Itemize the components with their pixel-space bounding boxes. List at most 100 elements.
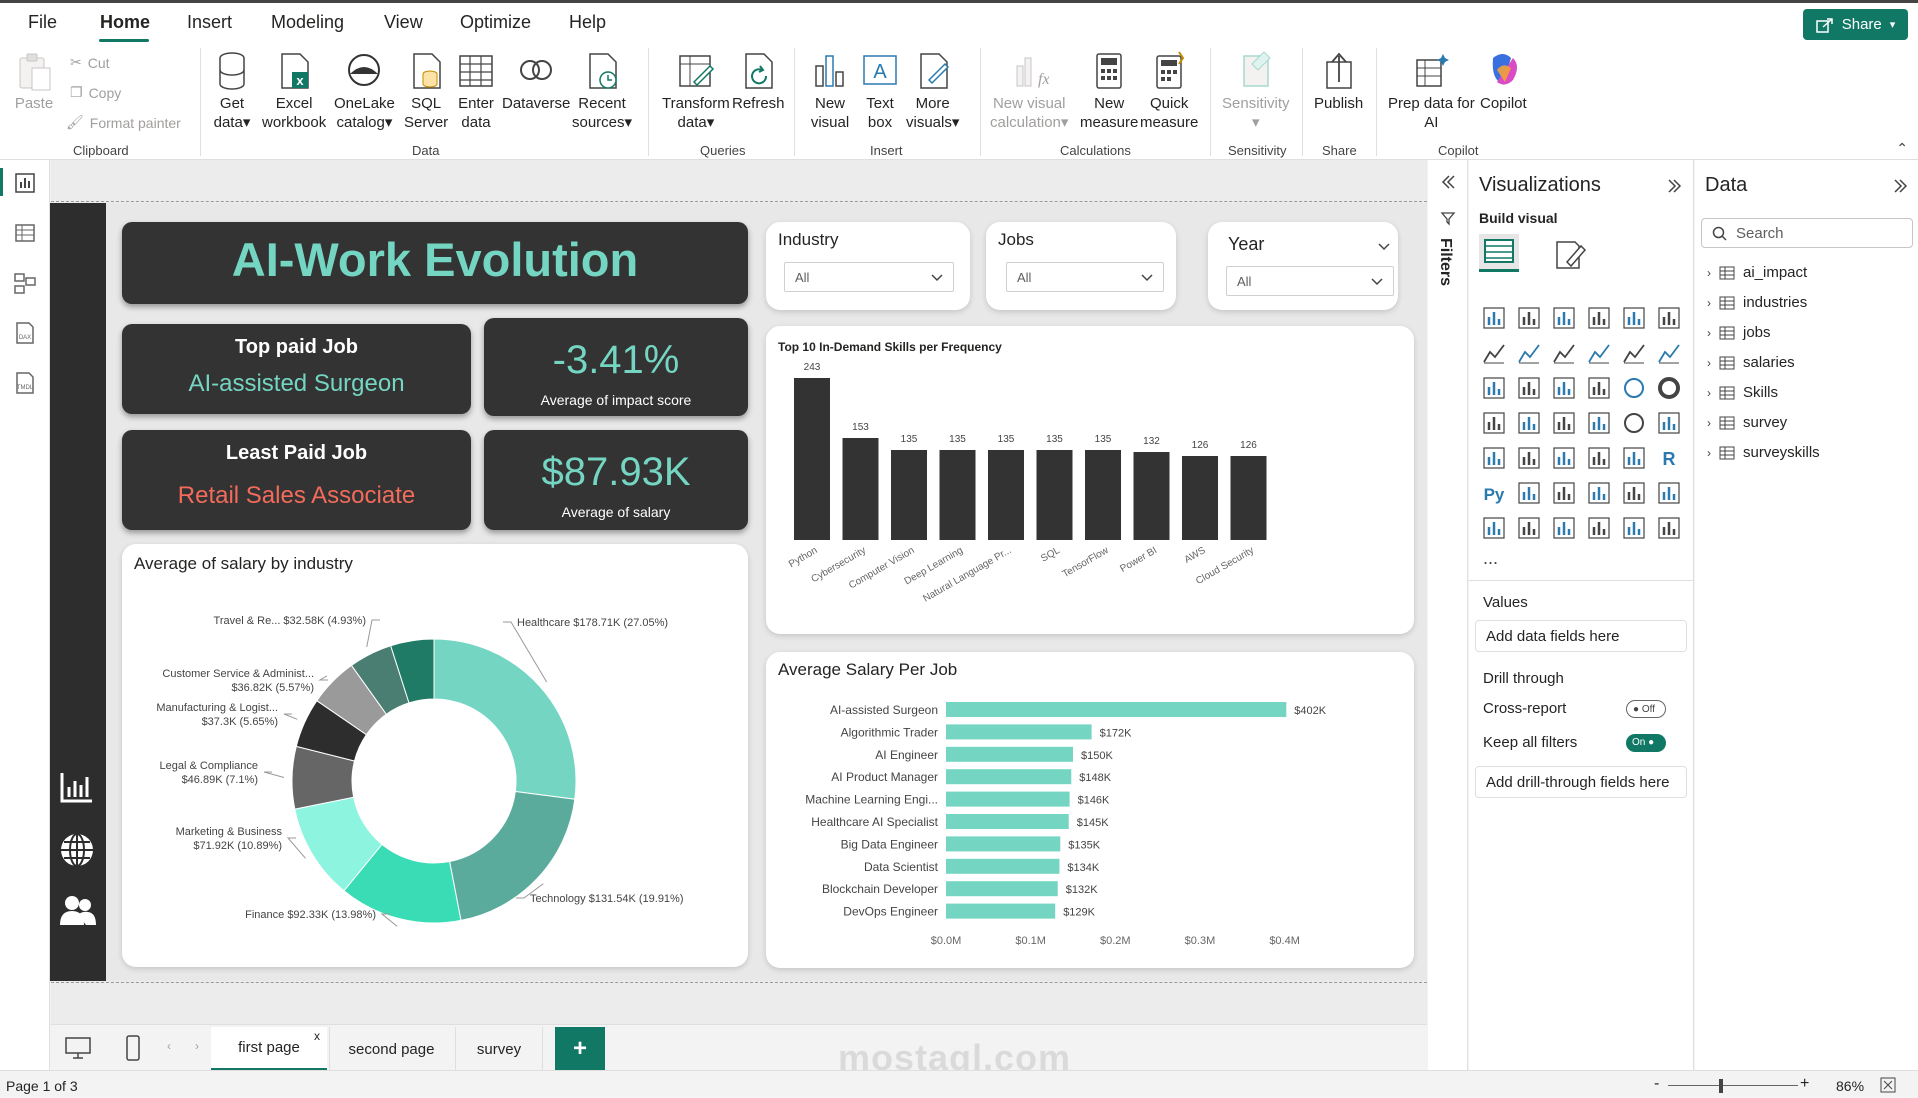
data-table-ai_impact[interactable]: › ai_impact bbox=[1707, 264, 1807, 281]
job-salary-bar[interactable] bbox=[946, 836, 1061, 852]
jobs-dropdown[interactable]: All bbox=[1006, 262, 1164, 292]
job-salary-bar[interactable] bbox=[946, 858, 1060, 874]
job-salary-bar[interactable] bbox=[946, 702, 1287, 717]
page-tab-survey[interactable]: survey bbox=[455, 1027, 543, 1071]
transform-data-button[interactable]: Transform data▾ bbox=[662, 50, 730, 132]
refresh-button[interactable]: Refresh bbox=[732, 50, 785, 113]
table-view-icon[interactable] bbox=[12, 220, 38, 246]
paste-button[interactable]: Paste bbox=[14, 50, 54, 113]
share-button[interactable]: Share ▾ bbox=[1803, 9, 1908, 40]
donut-slice[interactable] bbox=[390, 638, 435, 704]
combo-icon[interactable] bbox=[1516, 375, 1542, 401]
chevron-down-icon[interactable] bbox=[1376, 238, 1392, 254]
data-search-input[interactable]: Search bbox=[1701, 218, 1913, 248]
new-visual-button[interactable]: New visual bbox=[810, 50, 850, 132]
menu-home[interactable]: Home bbox=[100, 12, 151, 32]
format-painter-button[interactable]: 🖌 Format painter bbox=[66, 114, 181, 131]
stacked-area-icon[interactable] bbox=[1551, 340, 1577, 366]
copilot-button[interactable]: Copilot bbox=[1480, 50, 1527, 113]
paginated-icon[interactable] bbox=[1621, 480, 1647, 506]
onelake-catalog-button[interactable]: OneLake catalog▾ bbox=[334, 50, 395, 132]
power-apps-icon[interactable] bbox=[1551, 515, 1577, 541]
matrix-icon[interactable] bbox=[1621, 445, 1647, 471]
job-salary-bar[interactable] bbox=[946, 881, 1058, 897]
slicer-icon[interactable] bbox=[1551, 445, 1577, 471]
card-icon[interactable] bbox=[1656, 410, 1682, 436]
100-bar-icon[interactable] bbox=[1621, 305, 1647, 331]
donut-slice[interactable] bbox=[433, 638, 577, 800]
bar-chart-nav-icon[interactable] bbox=[58, 769, 96, 805]
tmdl-view-icon[interactable]: TMDL bbox=[12, 370, 38, 396]
collapse-right-icon[interactable] bbox=[1667, 178, 1683, 194]
filled-map-icon[interactable] bbox=[1551, 410, 1577, 436]
zoom-slider-thumb[interactable] bbox=[1719, 1079, 1723, 1093]
line-column-icon[interactable] bbox=[1656, 340, 1682, 366]
data-table-industries[interactable]: › industries bbox=[1707, 294, 1807, 311]
year-slicer[interactable]: Year All bbox=[1208, 222, 1398, 310]
year-dropdown[interactable]: All bbox=[1226, 266, 1394, 296]
enter-data-button[interactable]: Enter data bbox=[456, 50, 496, 132]
industry-slicer[interactable]: Industry All bbox=[766, 222, 970, 310]
build-visual-tab[interactable] bbox=[1479, 234, 1519, 272]
job-salary-bar[interactable] bbox=[946, 814, 1069, 829]
more-visuals-icon[interactable]: ... bbox=[1483, 548, 1499, 568]
close-icon[interactable]: x bbox=[314, 1029, 320, 1043]
zoom-out-icon[interactable]: - bbox=[1654, 1075, 1660, 1092]
previous-page-icon[interactable]: ‹ bbox=[167, 1039, 171, 1053]
skill-bar[interactable] bbox=[1036, 450, 1073, 540]
drill-through-well[interactable]: Add drill-through fields here bbox=[1475, 766, 1687, 798]
skill-bar[interactable] bbox=[988, 450, 1024, 540]
menu-view[interactable]: View bbox=[384, 12, 423, 32]
page-tab-second[interactable]: second page bbox=[329, 1027, 453, 1071]
clustered-bar-icon[interactable] bbox=[1551, 305, 1577, 331]
more-visuals-button[interactable]: More visuals▾ bbox=[906, 50, 959, 132]
line-icon[interactable] bbox=[1481, 340, 1507, 366]
publish-button[interactable]: Publish bbox=[1314, 50, 1363, 113]
ribbon-icon[interactable] bbox=[1586, 340, 1612, 366]
values-well[interactable]: Add data fields here bbox=[1475, 620, 1687, 652]
industry-dropdown[interactable]: All bbox=[784, 262, 954, 292]
menu-insert[interactable]: Insert bbox=[187, 12, 233, 32]
scatter-icon[interactable] bbox=[1586, 375, 1612, 401]
prep-data-for-ai-button[interactable]: Prep data for AI bbox=[1388, 50, 1475, 132]
sql-server-button[interactable]: SQL Server bbox=[404, 50, 448, 132]
skill-bar[interactable] bbox=[842, 438, 879, 540]
skill-bar[interactable] bbox=[891, 450, 927, 540]
collapse-right-icon[interactable] bbox=[1893, 178, 1909, 194]
collapse-ribbon-icon[interactable]: ⌃ bbox=[1896, 140, 1908, 156]
kpi-icon[interactable] bbox=[1516, 445, 1542, 471]
paginated-report-icon[interactable] bbox=[1481, 515, 1507, 541]
area-icon[interactable] bbox=[1516, 340, 1542, 366]
text-box-button[interactable]: A Text box bbox=[860, 50, 900, 132]
sensitivity-button[interactable]: Sensitivity ▾ bbox=[1222, 50, 1290, 132]
new-measure-button[interactable]: New measure bbox=[1080, 50, 1138, 132]
decomposition-tree-icon[interactable] bbox=[1551, 480, 1577, 506]
card-new-icon[interactable] bbox=[1516, 515, 1542, 541]
treemap-icon[interactable] bbox=[1481, 410, 1507, 436]
mobile-layout-icon[interactable] bbox=[125, 1035, 141, 1061]
page-tab-first[interactable]: first page bbox=[211, 1027, 327, 1071]
funnel-icon[interactable] bbox=[1551, 375, 1577, 401]
stacked-bar-icon[interactable] bbox=[1481, 305, 1507, 331]
trophy-icon[interactable] bbox=[1656, 480, 1682, 506]
skill-bar[interactable] bbox=[1230, 456, 1267, 540]
add-page-button[interactable]: + bbox=[555, 1027, 605, 1071]
format-visual-icon[interactable] bbox=[1549, 236, 1589, 272]
menu-optimize[interactable]: Optimize bbox=[460, 12, 532, 32]
quick-measure-button[interactable]: Quick measure bbox=[1140, 50, 1198, 132]
job-salary-bar[interactable] bbox=[946, 791, 1070, 807]
job-salary-bar[interactable] bbox=[946, 746, 1073, 762]
cross-report-toggle[interactable]: ● Off bbox=[1626, 700, 1666, 718]
multi-card-icon[interactable] bbox=[1481, 445, 1507, 471]
new-visual-calculation-button[interactable]: fx New visual calculation▾ bbox=[990, 50, 1068, 132]
data-table-skills[interactable]: › Skills bbox=[1707, 384, 1778, 401]
get-data-button[interactable]: Get data▾ bbox=[212, 50, 252, 132]
globe-nav-icon[interactable] bbox=[58, 831, 96, 869]
job-salary-bar[interactable] bbox=[946, 724, 1092, 740]
filters-pane-collapsed[interactable]: Filters bbox=[1428, 160, 1468, 1070]
line-clustered-icon[interactable] bbox=[1481, 375, 1507, 401]
report-view-icon[interactable] bbox=[12, 170, 38, 196]
menu-help[interactable]: Help bbox=[569, 12, 607, 32]
job-salary-bar[interactable] bbox=[946, 903, 1056, 919]
jobs-slicer[interactable]: Jobs All bbox=[986, 222, 1176, 310]
